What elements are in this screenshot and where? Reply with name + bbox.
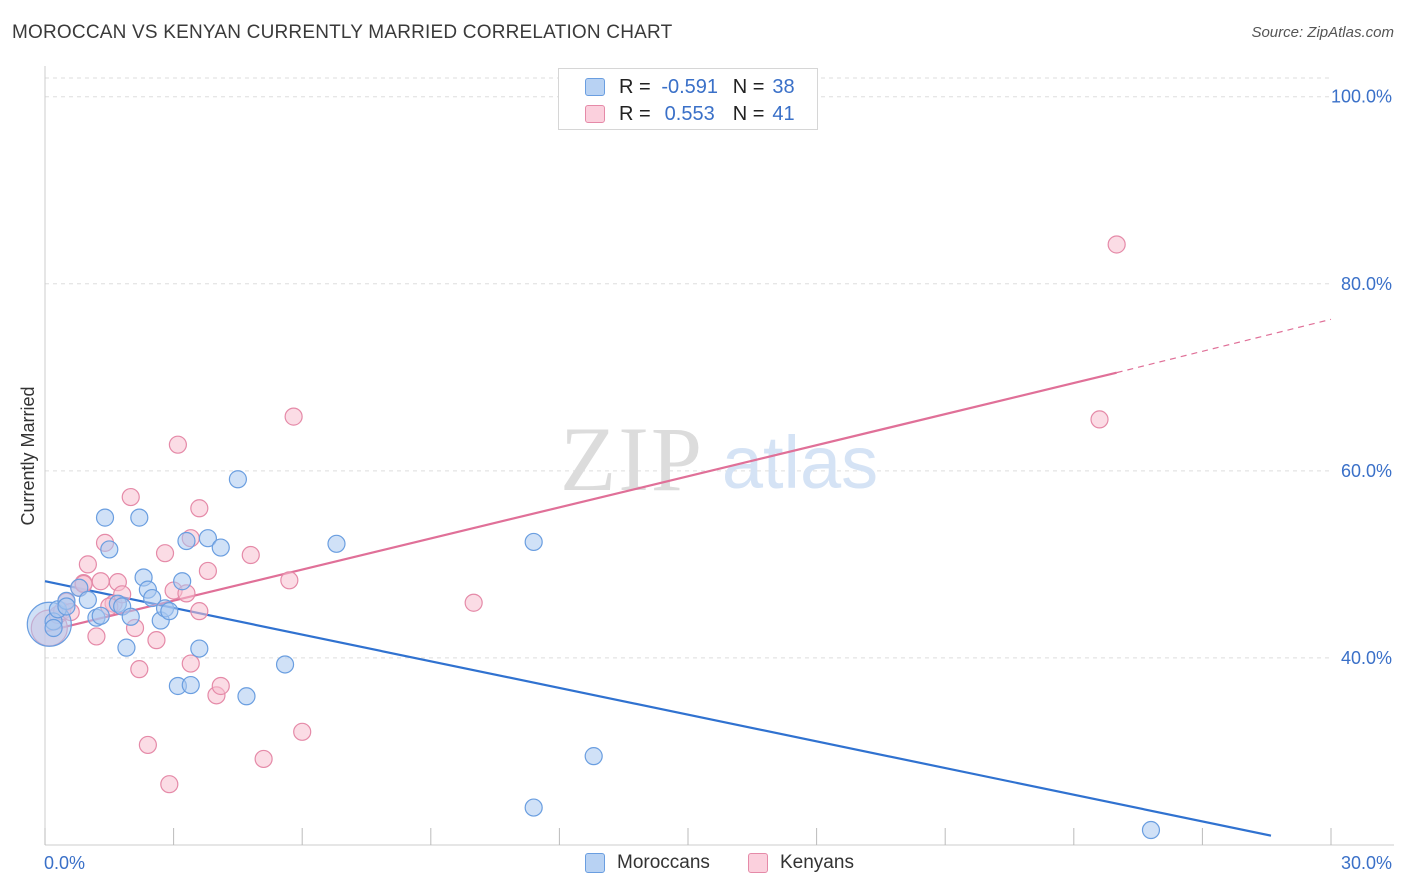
legend-swatch-kenyans <box>585 105 605 123</box>
point-moroccans <box>44 618 63 638</box>
point-kenyans <box>241 545 260 565</box>
watermark-zip: ZIP <box>560 408 704 510</box>
x-tick-label: 0.0% <box>44 853 85 873</box>
point-moroccans <box>237 687 256 706</box>
gridlines <box>45 77 1331 659</box>
point-kenyans <box>155 544 175 563</box>
point-kenyans <box>91 572 110 591</box>
trendline-moroccans <box>44 580 1272 837</box>
point-moroccans <box>121 607 140 626</box>
trendline-kenyans-extension <box>1116 318 1332 374</box>
axes <box>44 66 1394 846</box>
legend-swatch-moroccans <box>585 78 605 96</box>
legend-row-kenyans: R = 0.553 N = 41 <box>585 101 795 127</box>
point-moroccans <box>275 655 295 674</box>
point-kenyans <box>168 435 187 454</box>
trendline-kenyans <box>44 371 1117 633</box>
point-moroccans <box>177 531 196 551</box>
point-kenyans <box>190 499 209 518</box>
legend-r-label: R = <box>619 102 651 125</box>
point-kenyans <box>293 722 312 741</box>
point-moroccans <box>181 675 200 695</box>
point-moroccans <box>524 798 543 817</box>
series-swatch-kenyans <box>748 853 768 873</box>
source-label: Source: ZipAtlas.com <box>1251 24 1394 41</box>
point-kenyans <box>121 487 140 507</box>
legend-r-label: R = <box>619 75 651 98</box>
point-moroccans <box>1141 820 1161 840</box>
tick-labels: 40.0% 60.0% 80.0% 100.0% 0.0% 30.0% <box>44 87 1392 873</box>
legend-n-value-kenyans: 41 <box>772 102 795 125</box>
point-kenyans <box>1090 410 1109 429</box>
series-legend-moroccans: Moroccans <box>585 852 710 874</box>
y-tick-label: 100.0% <box>1331 87 1392 107</box>
point-moroccans <box>228 470 247 489</box>
point-kenyans <box>147 631 166 650</box>
legend-n-label: N = <box>732 102 765 125</box>
point-kenyans <box>130 660 149 679</box>
legend-n-label: N = <box>732 75 765 98</box>
trendlines <box>44 318 1332 837</box>
point-moroccans <box>91 606 110 625</box>
point-kenyans <box>254 749 273 769</box>
y-tick-label: 40.0% <box>1341 648 1392 668</box>
y-tick-label: 80.0% <box>1341 274 1392 294</box>
point-kenyans <box>464 593 483 612</box>
y-tick-label: 60.0% <box>1341 461 1392 481</box>
series-legend-kenyans: Kenyans <box>748 852 854 874</box>
point-moroccans <box>198 529 217 548</box>
point-kenyans <box>87 627 106 646</box>
x-tick-label: 30.0% <box>1341 853 1392 873</box>
correlation-legend: R = -0.591 N = 38 R = 0.553 N = 41 <box>558 68 818 130</box>
point-kenyans <box>160 775 179 794</box>
point-kenyans <box>211 676 230 696</box>
point-kenyans <box>181 654 200 673</box>
point-kenyans <box>284 407 303 426</box>
point-kenyans <box>280 571 299 590</box>
y-axis-label: Currently Married <box>18 386 38 525</box>
point-kenyans <box>1107 235 1126 254</box>
point-moroccans <box>190 639 209 658</box>
point-moroccans <box>117 638 136 657</box>
chart-title: MOROCCAN VS KENYAN CURRENTLY MARRIED COR… <box>12 22 673 43</box>
point-moroccans <box>327 534 346 553</box>
point-moroccans <box>143 588 162 608</box>
point-kenyans <box>138 735 157 755</box>
point-moroccans <box>95 508 115 527</box>
series-label-moroccans: Moroccans <box>617 852 710 873</box>
point-kenyans <box>198 561 217 581</box>
point-moroccans <box>100 540 119 559</box>
legend-r-value-kenyans: 0.553 <box>664 102 715 125</box>
series-label-kenyans: Kenyans <box>780 852 854 873</box>
point-moroccans <box>57 597 76 616</box>
point-moroccans <box>160 602 179 621</box>
point-kenyans <box>78 555 97 574</box>
data-points <box>26 235 1161 840</box>
series-legend: Moroccans Kenyans <box>0 852 1406 878</box>
point-moroccans <box>78 590 97 610</box>
point-moroccans <box>130 508 149 527</box>
point-moroccans <box>173 572 192 591</box>
point-moroccans <box>584 747 603 766</box>
legend-r-value-moroccans: -0.591 <box>661 75 719 98</box>
point-moroccans <box>524 532 543 552</box>
legend-row-moroccans: R = -0.591 N = 38 <box>585 74 795 100</box>
legend-n-value-moroccans: 38 <box>772 75 795 98</box>
series-swatch-moroccans <box>585 853 605 873</box>
point-moroccans <box>211 538 230 557</box>
point-kenyans <box>190 602 209 621</box>
